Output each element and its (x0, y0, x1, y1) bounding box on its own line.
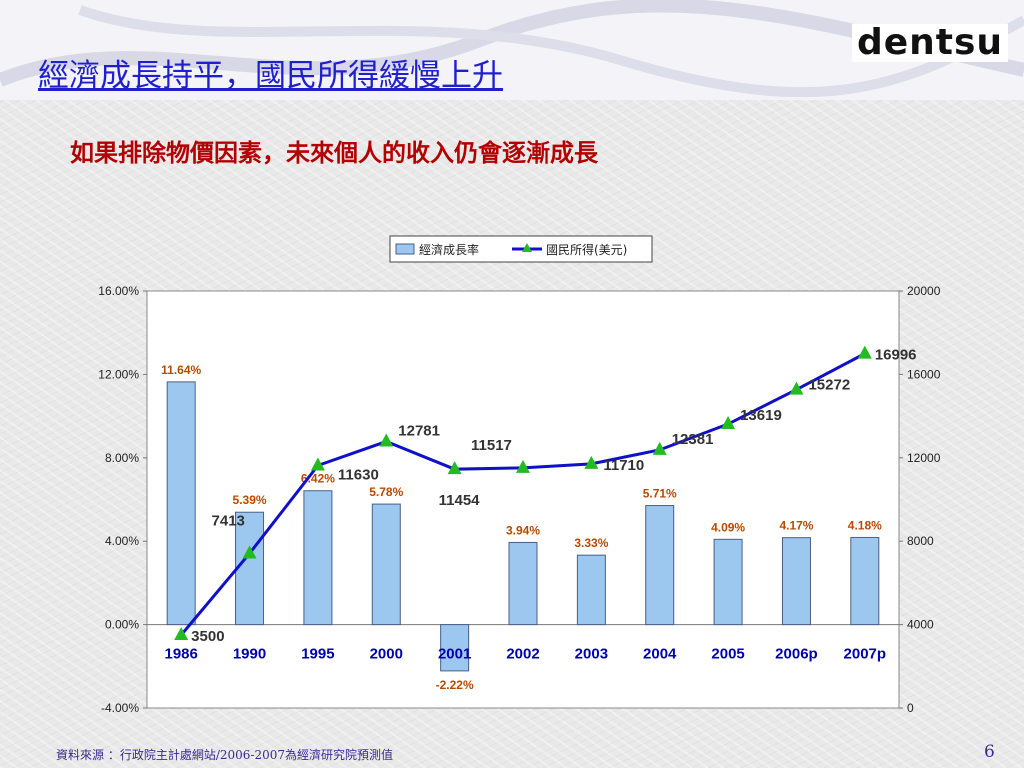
left-axis-tick-label: 0.00% (105, 618, 139, 632)
header-swoosh-decoration (0, 0, 1024, 98)
category-label: 2003 (575, 646, 608, 663)
right-axis-tick-label: 0 (907, 701, 914, 715)
income-value-label: 11517 (471, 437, 512, 454)
category-label: 2001 (438, 646, 471, 663)
left-axis-tick-label: -4.00% (101, 701, 139, 715)
income-value-label: 3500 (191, 628, 224, 645)
right-axis-tick-label: 8000 (907, 534, 934, 548)
bar-value-label: 5.71% (643, 487, 677, 501)
left-axis-tick-label: 16.00% (98, 284, 139, 298)
income-marker (242, 545, 257, 559)
category-label: 2000 (370, 646, 403, 663)
right-axis-tick-label: 16000 (907, 367, 941, 381)
bar (440, 624, 470, 672)
bar-value-label: 5.78% (369, 485, 403, 499)
bar-value-label: 3.33% (574, 536, 608, 550)
left-axis-tick-label: 4.00% (105, 534, 139, 548)
bar-value-label: 11.64% (161, 363, 201, 377)
bar (850, 536, 880, 626)
left-axis-tick-label: 12.00% (98, 367, 139, 381)
dentsu-logo: dentsu (852, 24, 1008, 62)
income-marker (721, 416, 736, 430)
income-marker (652, 441, 667, 455)
category-label: 1990 (233, 646, 266, 663)
page-number: 6 (984, 742, 995, 762)
income-marker (447, 461, 462, 475)
bar-value-label: 3.94% (506, 523, 540, 537)
right-axis-tick-label: 20000 (907, 284, 941, 298)
bar-value-label: 4.09% (711, 520, 745, 534)
income-value-label: 12381 (672, 431, 714, 448)
source-note: 資料來源 ：行政院主計處網站/2006-2007為經濟研究院預測值 (56, 748, 393, 762)
category-label: 2002 (506, 646, 539, 663)
income-marker (584, 455, 599, 469)
category-label: 1986 (164, 646, 197, 663)
income-marker (857, 345, 872, 359)
legend-label: 經濟成長率 (419, 242, 479, 257)
bar (781, 537, 811, 626)
bar (166, 381, 196, 626)
income-marker (789, 381, 804, 395)
category-label: 2007p (844, 646, 887, 663)
bar (371, 503, 401, 626)
bar-value-label: 4.18% (848, 518, 882, 532)
bar-value-label: 4.17% (779, 519, 813, 533)
bar (576, 554, 606, 626)
income-value-label: 11710 (603, 457, 644, 474)
income-marker (174, 627, 189, 641)
category-label: 2005 (711, 646, 744, 663)
bar (645, 505, 675, 626)
slide-title: 經濟成長持平，國民所得緩慢上升 (38, 58, 503, 94)
income-value-label: 11630 (338, 467, 379, 484)
income-marker (379, 433, 394, 447)
income-value-label: 12781 (398, 423, 440, 440)
slide-subtitle: 如果排除物價因素，未來個人的收入仍會逐漸成長 (70, 138, 598, 167)
legend-marker-swatch (522, 243, 532, 252)
bar-value-label: -2.22% (436, 678, 474, 692)
income-marker (516, 459, 530, 473)
bar (713, 538, 743, 626)
bar (303, 490, 333, 626)
bar (508, 541, 538, 626)
income-value-label: 16996 (875, 347, 917, 364)
income-marker (310, 457, 325, 471)
income-value-label: 11454 (439, 492, 481, 509)
income-value-label: 13619 (740, 407, 782, 424)
right-axis-tick-label: 12000 (907, 451, 941, 465)
income-value-label: 7413 (212, 512, 245, 529)
legend-bar-swatch (395, 243, 415, 255)
category-label: 1995 (301, 646, 334, 663)
plot-area (146, 290, 900, 709)
income-value-label: 15272 (808, 377, 850, 394)
category-label: 2004 (643, 646, 677, 663)
bar (235, 511, 265, 626)
category-label: 2006p (775, 646, 818, 663)
bar-value-label: 5.39% (233, 493, 267, 507)
right-axis-tick-label: 4000 (907, 618, 934, 632)
legend-label: 國民所得(美元) (546, 242, 627, 257)
left-axis-tick-label: 8.00% (105, 451, 139, 465)
